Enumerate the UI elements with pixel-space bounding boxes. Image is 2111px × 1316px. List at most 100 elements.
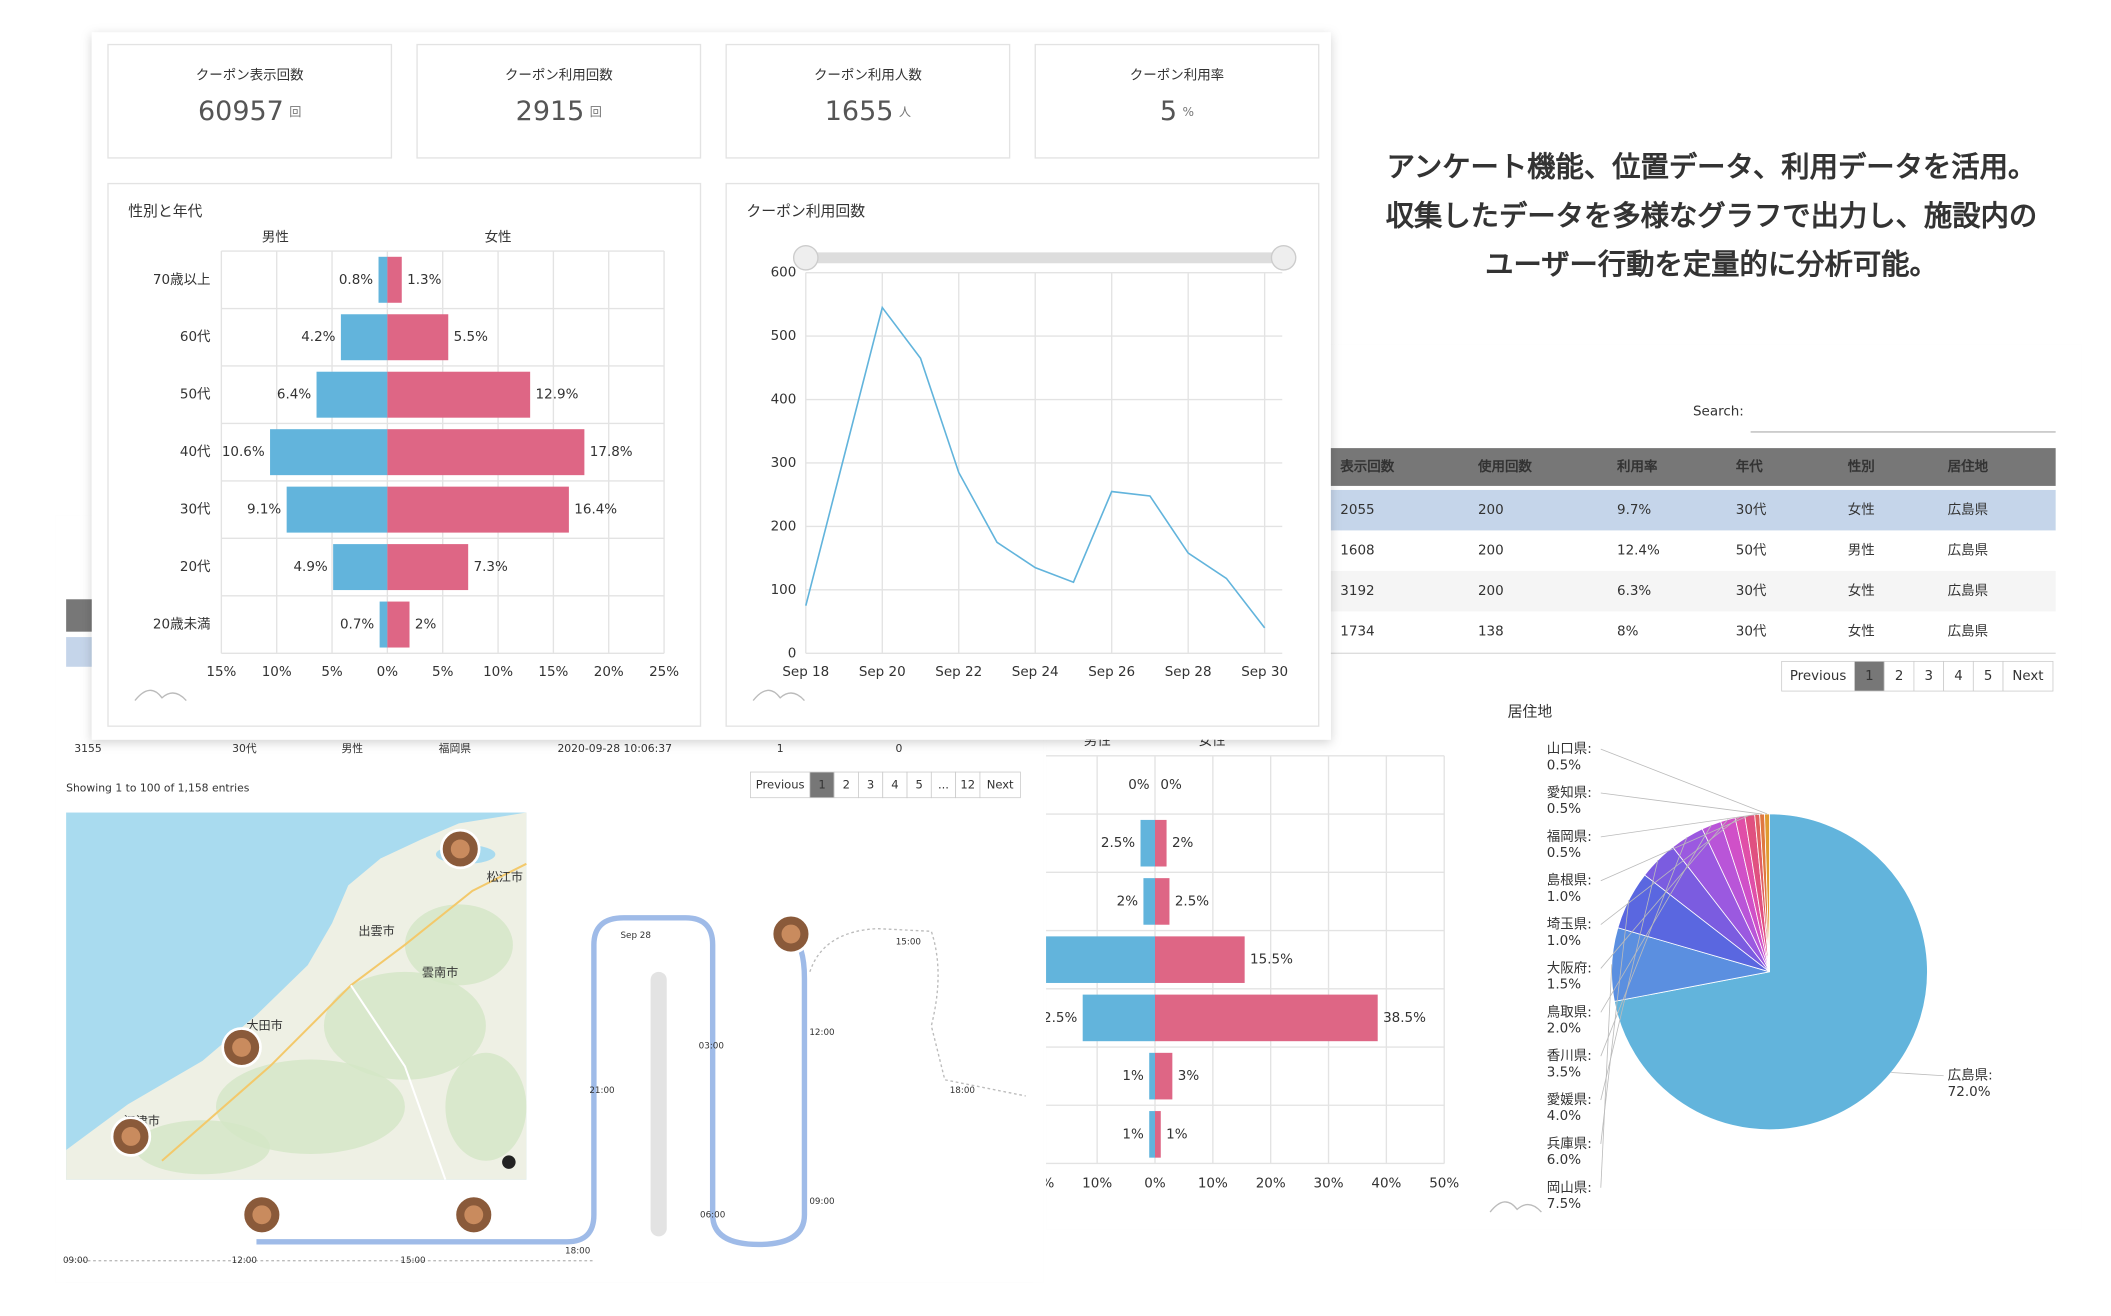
column-header[interactable]: 年代 xyxy=(1736,458,1763,475)
page-label[interactable]: 5 xyxy=(1984,669,1993,684)
timeline-route xyxy=(256,915,808,1248)
kpi-number: 60957 xyxy=(198,96,284,127)
page-label[interactable]: Previous xyxy=(1790,669,1846,684)
page-button[interactable] xyxy=(833,771,859,799)
data-label: 38.5% xyxy=(1383,1010,1426,1026)
page-button[interactable] xyxy=(858,771,884,799)
page-button[interactable] xyxy=(1913,660,1945,692)
column-header[interactable]: 利用率 xyxy=(1617,458,1658,475)
y-tick-label: 20代 xyxy=(180,559,211,575)
timeline: Sep 28 15:00 12:00 18:00 03:00 21:00 09:00 06:0… xyxy=(63,828,1026,1266)
bar xyxy=(379,601,388,648)
page-label[interactable]: 5 xyxy=(916,777,923,791)
chart-title: クーポン利用回数 xyxy=(746,203,865,220)
time-label: 15:00 xyxy=(896,938,921,948)
slider-handle[interactable] xyxy=(1270,244,1297,271)
kpi-value: 2915 回 xyxy=(516,96,602,127)
x-tick-label: 0% xyxy=(1144,1176,1166,1192)
page-label[interactable]: 2 xyxy=(843,777,850,791)
page-label[interactable]: 3 xyxy=(1925,669,1934,684)
timeline-dotted xyxy=(66,927,1026,1262)
kpi-card xyxy=(107,43,393,159)
pie-label: 島根県: xyxy=(1547,873,1592,889)
bar xyxy=(387,256,402,303)
page-button[interactable] xyxy=(2002,660,2054,692)
page-button[interactable] xyxy=(979,771,1021,799)
kpi-number: 1655 xyxy=(825,96,894,127)
page-label[interactable]: ... xyxy=(938,777,949,791)
x-tick-label: 10% xyxy=(262,664,292,680)
page-label[interactable]: 4 xyxy=(891,777,898,791)
table-cell: 30代 xyxy=(1736,502,1767,518)
column-header[interactable]: 居住地 xyxy=(1948,458,1989,475)
slider-handle[interactable] xyxy=(792,244,819,271)
kpi-label: クーポン利用人数 xyxy=(814,68,922,84)
map-forest xyxy=(323,971,486,1080)
page-button[interactable] xyxy=(1943,660,1974,692)
x-tick-label: 20% xyxy=(1256,1176,1286,1192)
x-tick-label: 20% xyxy=(1024,1176,1054,1192)
data-label: 2% xyxy=(415,617,437,633)
page-button[interactable] xyxy=(882,771,908,799)
data-label: 7.3% xyxy=(474,559,508,575)
column-header[interactable]: 性別 xyxy=(1848,458,1875,475)
pie-label: 愛媛県: xyxy=(1547,1092,1592,1108)
bar xyxy=(387,314,449,361)
data-label: 5.5% xyxy=(454,329,488,345)
page-label[interactable]: 2 xyxy=(1895,669,1903,684)
page-button[interactable] xyxy=(1972,660,2004,692)
table-cell: 3192 xyxy=(1340,583,1374,599)
page-button[interactable] xyxy=(906,771,932,799)
page-label[interactable]: 1 xyxy=(1865,669,1874,684)
table-cell: 50代 xyxy=(1736,543,1767,559)
table-cell: 200 xyxy=(1478,502,1504,518)
pie-value: 6.0% xyxy=(1547,1152,1581,1168)
kpi-value: 5% xyxy=(1160,96,1194,127)
x-tick-label: 30% xyxy=(1314,1176,1344,1192)
page-label[interactable]: Next xyxy=(987,777,1014,791)
page-button[interactable] xyxy=(955,771,981,799)
column-header[interactable]: 使用回数 xyxy=(1477,458,1532,475)
page-button[interactable] xyxy=(930,771,957,799)
data-label: 4.9% xyxy=(293,559,327,575)
pie-value: 4.0% xyxy=(1547,1108,1581,1124)
page-label[interactable]: 12 xyxy=(960,777,975,791)
bar xyxy=(316,371,388,418)
data-label: 10.6% xyxy=(222,444,265,460)
pie-value: 0.5% xyxy=(1547,845,1581,861)
page-label[interactable]: 1 xyxy=(818,777,825,791)
data-label: 17.8% xyxy=(590,444,633,460)
page-button[interactable] xyxy=(1883,660,1915,692)
time-label: 12:00 xyxy=(232,1256,257,1266)
time-label: 18:00 xyxy=(565,1247,590,1257)
page-label[interactable]: Previous xyxy=(756,777,805,791)
time-label: 09:00 xyxy=(809,1197,834,1207)
bar xyxy=(1140,819,1155,867)
data-label: 4.2% xyxy=(301,329,335,345)
page-button[interactable] xyxy=(1781,660,1855,692)
column-header[interactable]: 表示回数 xyxy=(1339,458,1394,475)
table-cell: 0 xyxy=(896,742,903,755)
x-tick-label: 20% xyxy=(594,664,624,680)
kpi-unit: 回 xyxy=(289,105,301,119)
bar xyxy=(1046,936,1155,983)
table-cell: 1608 xyxy=(1340,543,1374,559)
table-cell: 広島県 xyxy=(1948,624,1988,640)
page-label[interactable]: 4 xyxy=(1954,669,1963,684)
data-label: 3% xyxy=(1178,1068,1200,1084)
page-button[interactable] xyxy=(809,771,835,799)
page-label[interactable]: Next xyxy=(2012,669,2043,684)
map-road xyxy=(161,862,527,1162)
photo-marker-inner xyxy=(121,1127,141,1146)
page-button[interactable] xyxy=(1854,660,1885,692)
x-tick-label: 5% xyxy=(432,664,454,680)
x-tick-label: 10% xyxy=(1198,1176,1228,1192)
photo-marker-inner xyxy=(464,1205,484,1225)
x-tick-label: Sep 28 xyxy=(1165,664,1212,680)
page-label[interactable]: 3 xyxy=(867,777,874,791)
pie-value: 7.5% xyxy=(1547,1196,1581,1212)
x-tick-label: 15% xyxy=(206,664,236,680)
table-cell: 2020-09-28 10:06:37 xyxy=(557,742,672,755)
time-label: 18:00 xyxy=(950,1086,975,1096)
